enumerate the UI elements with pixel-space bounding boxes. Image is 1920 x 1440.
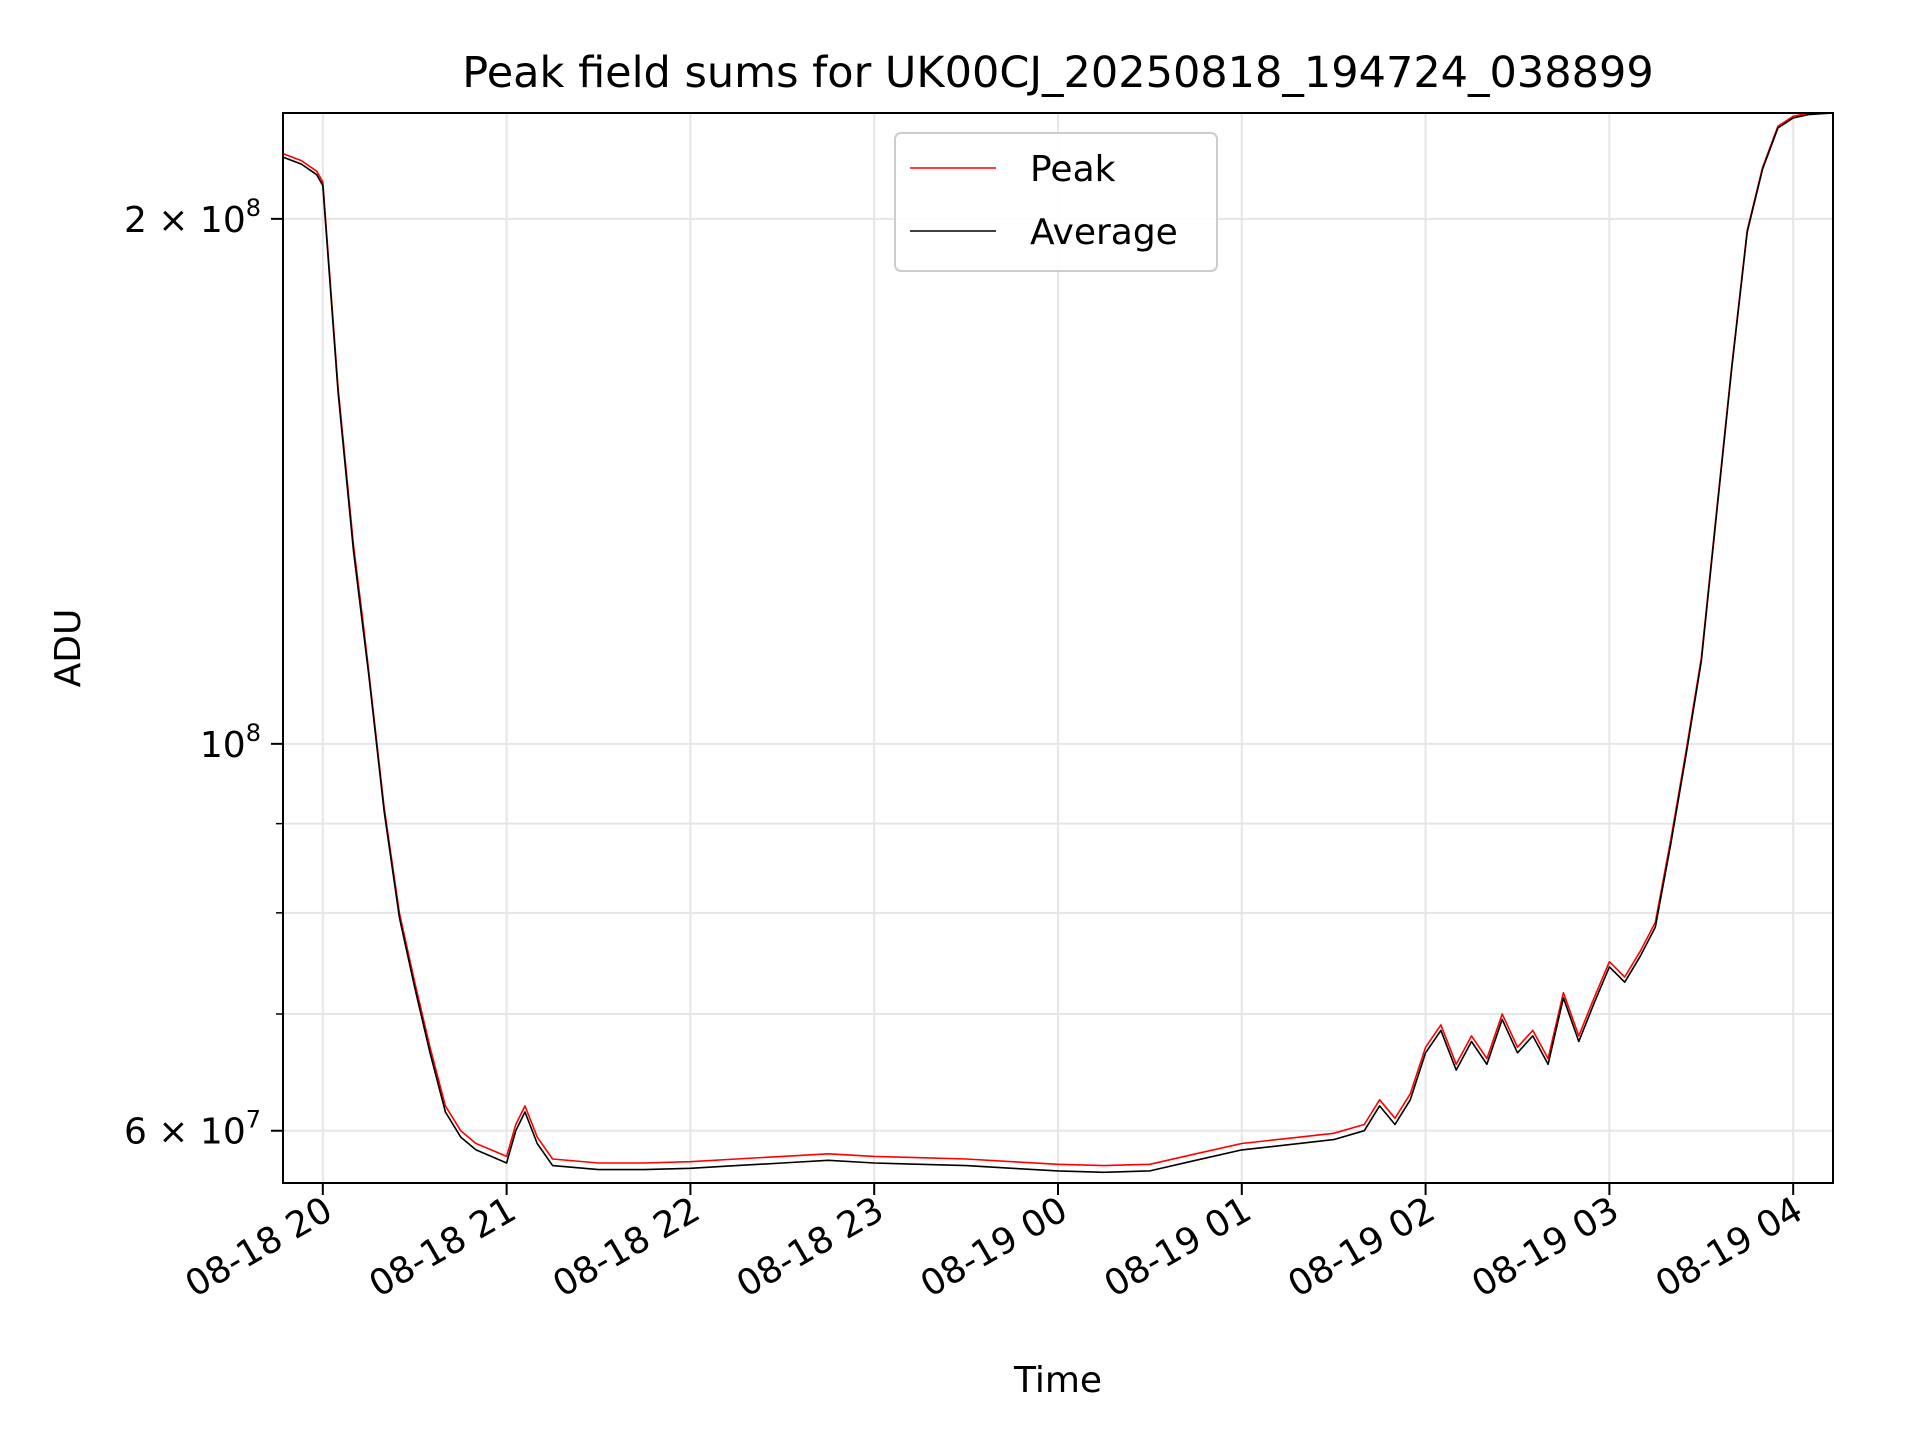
series-layer xyxy=(283,113,1833,1174)
grid xyxy=(283,113,1833,1183)
legend: Peak Average xyxy=(894,132,1218,272)
y-tick-label: 6 × 107 xyxy=(124,1106,261,1153)
x-axis-title: Time xyxy=(1013,1360,1102,1401)
legend-peak-label: Peak xyxy=(1030,149,1116,190)
series-line-peak xyxy=(283,113,1833,1167)
y-tick-label: 108 xyxy=(200,719,261,766)
y-axis-title: ADU xyxy=(48,609,89,688)
chart-title: Peak field sums for UK00CJ_20250818_1947… xyxy=(462,48,1653,98)
y-axis: 6 × 107 108 2 × 108 xyxy=(124,194,283,1153)
series-line-average xyxy=(283,113,1833,1174)
y-tick-label: 2 × 108 xyxy=(124,194,261,241)
legend-average-label: Average xyxy=(1030,212,1178,253)
